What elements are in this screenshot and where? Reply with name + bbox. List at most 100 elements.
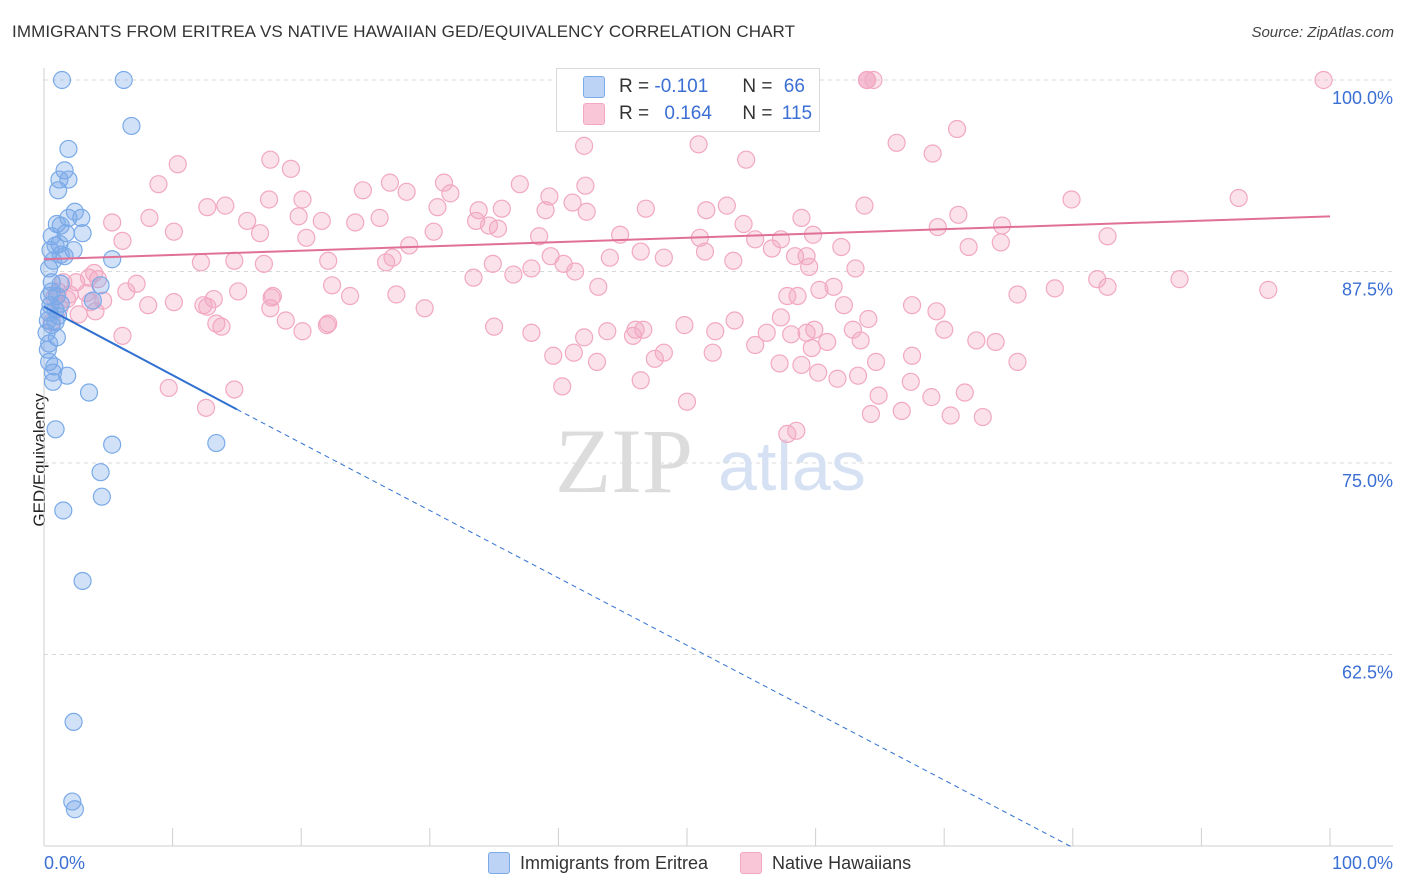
hawaiian-point: [194, 296, 213, 315]
hawaiian-point: [139, 296, 158, 315]
hawaiian-point: [887, 133, 906, 152]
hawaiian-point: [654, 343, 673, 362]
hawaiian-point: [928, 217, 947, 237]
hawaiian-point: [216, 196, 235, 215]
hawaiian-point: [289, 207, 308, 226]
hawaiian-point: [866, 352, 886, 371]
hawaiian-point: [947, 119, 967, 139]
eritrea-point: [92, 487, 111, 506]
r-value: 0.164: [664, 103, 712, 124]
eritrea-point: [122, 116, 141, 136]
hawaiian-point: [689, 135, 708, 154]
legend-swatch-hawaiian: [740, 852, 763, 874]
eritrea-point: [73, 571, 92, 591]
hawaiian-point: [207, 314, 226, 333]
hawaiian-point: [428, 198, 447, 217]
legend-label-hawaiian: Native Hawaiians: [772, 852, 912, 873]
eritrea-point: [114, 70, 133, 90]
hawaiian-point: [778, 286, 797, 306]
hawaiian-point: [634, 320, 653, 339]
hawaiian-point: [522, 323, 541, 342]
hawaiian-point: [991, 233, 1010, 252]
n-value: 66: [783, 76, 805, 97]
hawaiian-point: [857, 70, 877, 90]
eritrea-point: [42, 227, 61, 246]
eritrea-point: [91, 276, 110, 295]
hawaiian-point: [959, 237, 978, 257]
hawaiian-point: [340, 286, 360, 306]
hawaiian-point: [1008, 285, 1027, 304]
hawaiian-point: [855, 196, 874, 215]
hawaiian-point: [848, 366, 868, 385]
hawaiian-point: [1259, 280, 1278, 299]
eritrea-point: [207, 433, 226, 453]
hawaiian-point: [800, 257, 819, 277]
corr-row-hawaiian: R = 0.164 N = 115: [583, 103, 812, 125]
hawaiian-point: [149, 175, 168, 194]
hawaiian-point: [261, 299, 280, 318]
hawaiian-point: [654, 248, 673, 267]
hawaiian-point: [695, 242, 715, 261]
r-value: -0.101: [654, 76, 709, 97]
hawaiian-point: [824, 277, 843, 296]
x-tick-right: 100.0%: [1332, 853, 1393, 873]
hawaiian-point: [589, 277, 608, 296]
hawaiian-point: [168, 155, 187, 174]
eritrea-point: [73, 224, 92, 243]
eritrea-point: [83, 291, 102, 310]
eritrea-point: [40, 334, 59, 353]
hawaiian-point: [250, 224, 270, 243]
hawaiian-point: [782, 325, 801, 344]
hawaiian-point: [261, 150, 280, 169]
eritrea-trend-line: [43, 305, 238, 411]
eritrea-trend-extension: [236, 408, 1074, 848]
hawaiian-point: [851, 331, 870, 350]
hawaiian-point: [762, 239, 781, 258]
hawaiian-point: [810, 280, 829, 299]
y-tick-label: 100.0%: [1332, 88, 1393, 108]
hawaiian-point: [564, 343, 583, 362]
hawaiian-point: [387, 285, 406, 304]
hawaiian-point: [400, 236, 419, 255]
hawaiian-swatch: [583, 103, 605, 125]
hawaiian-point: [485, 317, 504, 336]
hawaiian-point: [103, 213, 122, 232]
hawaiian-point: [846, 259, 865, 278]
hawaiian-point: [540, 187, 559, 206]
hawaiian-point: [563, 193, 582, 212]
hawaiian-point: [631, 242, 650, 261]
hawaiian-point: [927, 302, 946, 321]
hawaiian-point: [504, 265, 523, 284]
hawaiian-point: [861, 404, 880, 424]
hawaiian-point: [159, 378, 178, 398]
hawaiian-point: [902, 296, 922, 315]
hawaiian-point: [483, 254, 502, 273]
hawaiian-point: [892, 401, 911, 421]
hawaiian-point: [566, 262, 585, 281]
hawaiian-point: [725, 311, 744, 330]
eritrea-point: [64, 712, 83, 732]
hawaiian-point: [697, 201, 716, 220]
eritrea-point: [56, 224, 75, 243]
hawaiian-point: [757, 323, 776, 342]
hawaiian-point: [746, 335, 765, 355]
hawaiian-point: [191, 253, 210, 272]
correlation-legend: R = -0.101 N = 66 R = 0.164 N = 115: [556, 68, 820, 132]
hawaiian-point: [225, 251, 244, 270]
hawaiian-point: [706, 322, 725, 341]
hawaiian-point: [677, 392, 697, 411]
hawaiian-point: [788, 286, 807, 306]
hawaiian-point: [1045, 279, 1064, 298]
eritrea-point: [43, 372, 63, 391]
eritrea-point: [46, 420, 65, 439]
hawaiian-point: [259, 190, 279, 209]
hawaiian-point: [600, 248, 619, 267]
trend-lines: [43, 215, 1331, 848]
hawaiian-point: [792, 208, 811, 227]
hawaiian-point: [140, 208, 159, 227]
eritrea-point: [103, 435, 122, 454]
hawaiian-point: [254, 254, 274, 273]
r-label: R =: [619, 76, 650, 97]
legend-item-eritrea: Immigrants from Eritrea: [488, 852, 708, 874]
hawaiian-point: [281, 159, 301, 178]
